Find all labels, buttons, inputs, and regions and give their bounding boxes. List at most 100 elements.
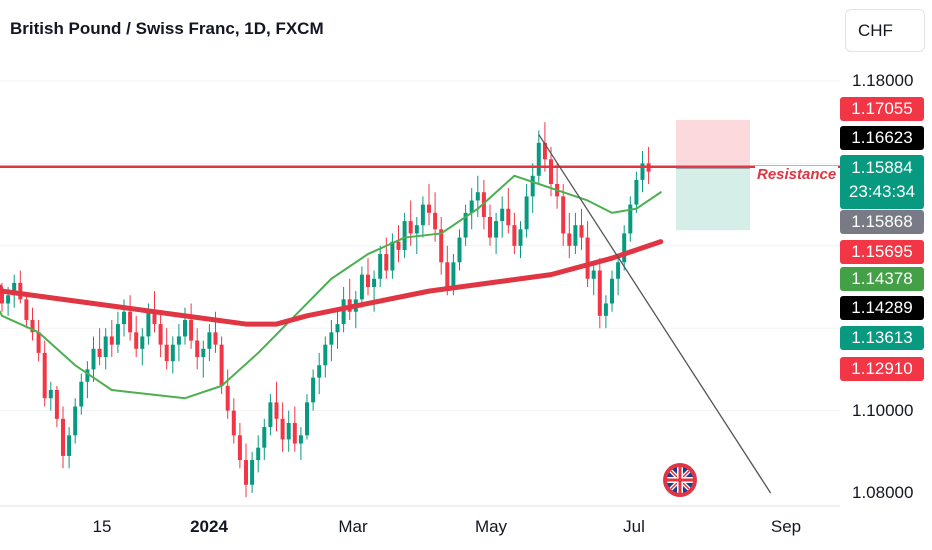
candle-body (341, 299, 346, 325)
candle-body (420, 204, 425, 226)
candle-body (378, 254, 383, 279)
price-badge-countdown: 23:43:34 (848, 182, 916, 201)
price-badge: 1.15695 (840, 240, 924, 264)
candle-body (12, 282, 17, 296)
candle-body (158, 324, 163, 345)
candle-body (134, 332, 139, 349)
ma-fast-line (0, 174, 662, 400)
candle-body (274, 402, 279, 419)
ma-slow-line (0, 239, 664, 327)
candle-body (67, 435, 72, 456)
candle-body (414, 225, 419, 234)
candle-body (597, 270, 602, 316)
candle-body (280, 418, 285, 440)
candle-body (244, 460, 248, 485)
candle-body (323, 344, 328, 366)
price-badge: 1.17055 (840, 97, 924, 121)
time-axis-label: Sep (770, 517, 802, 536)
candle-body (201, 348, 206, 358)
candle-body (170, 344, 175, 362)
candle-body (30, 319, 35, 333)
candle-body (152, 311, 157, 325)
candle-body (616, 262, 621, 279)
candle-body (402, 221, 407, 250)
candle-body (97, 348, 102, 358)
candle-body (457, 237, 462, 263)
candle-body (103, 336, 108, 358)
candle-body (536, 142, 541, 176)
candle-body (256, 447, 261, 461)
candle-body (79, 381, 84, 407)
candle-body (579, 225, 584, 238)
candle-body (359, 274, 364, 300)
candle-body (451, 262, 456, 287)
candle-body (628, 204, 633, 234)
candle-body (164, 344, 169, 362)
candle-body (524, 196, 529, 230)
candle-body (433, 212, 438, 230)
candle-body (445, 262, 450, 287)
candle-body (561, 196, 566, 234)
candle-body (61, 418, 65, 456)
candle-body (195, 340, 200, 358)
candle-body (24, 299, 29, 320)
candle-body (439, 229, 444, 263)
currency-button[interactable]: CHF (845, 9, 925, 52)
resistance-label: Resistance (755, 166, 839, 183)
candle-body (213, 332, 218, 345)
price-badge: 1.12910 (840, 357, 924, 381)
candle-body (85, 369, 90, 382)
price-axis-label: 1.08000 (852, 483, 914, 502)
time-axis-label: 2024 (190, 517, 228, 536)
candle-body (176, 336, 181, 345)
candle-body (231, 410, 236, 436)
candle-body (567, 233, 572, 246)
candle-body (549, 159, 553, 184)
candle-body (298, 435, 303, 444)
candle-body (408, 221, 413, 234)
candle-body (42, 352, 47, 399)
candle-body (335, 324, 340, 333)
candle-body (603, 303, 608, 316)
candle-body (262, 427, 267, 448)
candle-body (207, 332, 212, 349)
candle-body (122, 311, 126, 325)
time-axis-label: Jul (623, 517, 645, 536)
candle-body (396, 241, 401, 250)
candle-body (250, 460, 255, 485)
candle-body (481, 192, 486, 217)
price-badge-value: 1.15884 (851, 158, 913, 177)
candle-body (48, 390, 53, 399)
price-axis-label: 1.10000 (852, 400, 914, 420)
candle-body (36, 332, 41, 353)
candle-body (506, 208, 511, 226)
candle-body (469, 200, 474, 213)
candle-body (6, 295, 11, 304)
candle-body (140, 336, 145, 349)
candle-body (189, 319, 194, 341)
candle-body (591, 270, 596, 279)
candle-body (494, 221, 499, 238)
candle-body (268, 402, 273, 428)
candle-body (292, 422, 297, 444)
time-axis-label: May (474, 517, 508, 536)
price-badge: 1.13613 (840, 326, 924, 350)
candle-body (146, 311, 151, 337)
price-badge: 1.14289 (840, 296, 924, 320)
price-badge: 1.15884 23:43:34 (840, 155, 924, 209)
candle-body (512, 225, 517, 246)
candle-body (488, 216, 492, 238)
price-badge: 1.15868 (840, 210, 924, 234)
candle-body (305, 402, 309, 436)
chart-title: British Pound / Swiss Franc, 1D, FXCM (10, 19, 324, 38)
price-badge: 1.14378 (840, 267, 924, 291)
candle-body (622, 233, 627, 263)
candle-body (390, 241, 395, 271)
union-jack-flag-icon[interactable] (662, 462, 698, 498)
candle-body (384, 254, 389, 271)
candle-body (54, 390, 59, 419)
time-axis-label: Mar (338, 517, 368, 536)
candle-body (237, 435, 242, 461)
candle-body (109, 336, 114, 345)
